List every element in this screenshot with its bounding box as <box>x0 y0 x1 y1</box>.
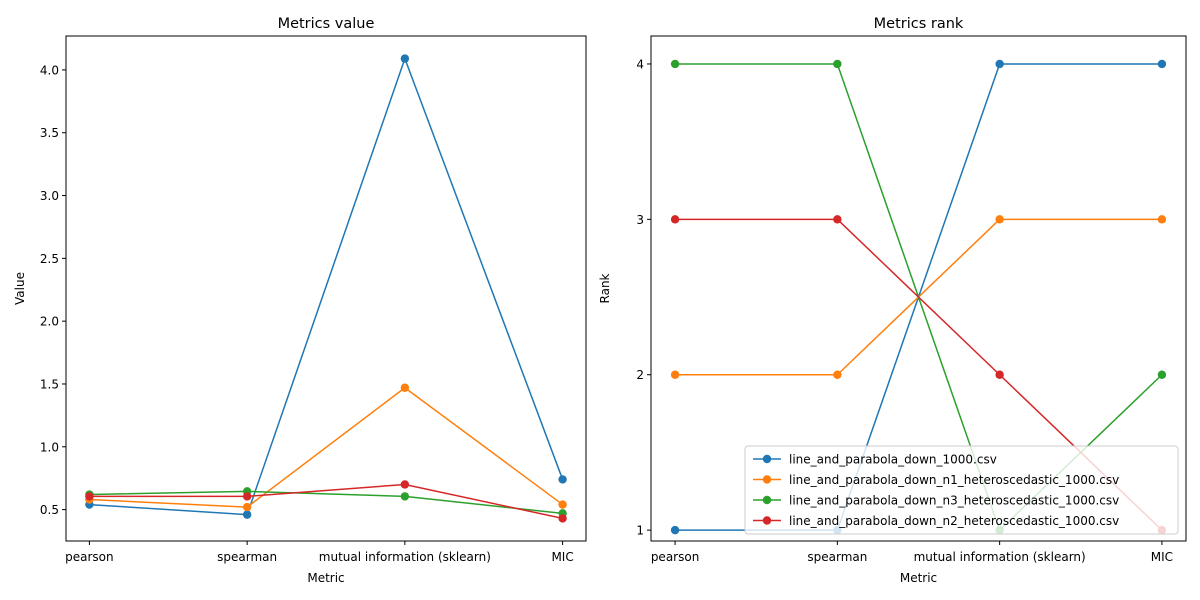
data-point <box>400 383 410 392</box>
data-point <box>1157 215 1167 224</box>
data-point <box>1157 370 1167 379</box>
data-point <box>242 502 252 512</box>
y-tick-label: 1.0 <box>40 440 59 454</box>
x-tick-label: pearson <box>65 550 114 564</box>
axes-frame <box>65 35 587 542</box>
y-tick-label: 2.5 <box>40 252 59 266</box>
y-tick-label: 4.0 <box>40 63 59 77</box>
data-point <box>242 510 252 519</box>
data-point <box>558 475 567 484</box>
y-tick-label: 1 <box>636 524 644 538</box>
y-tick-label: 2.0 <box>40 315 59 329</box>
legend-marker <box>762 454 772 464</box>
data-point <box>1157 59 1167 69</box>
legend-label: line_and_parabola_down_n1_heteroscedasti… <box>789 473 1119 487</box>
x-tick-label: mutual information (sklearn) <box>319 550 491 564</box>
data-point <box>400 480 410 489</box>
legend-marker <box>762 495 772 505</box>
data-point <box>670 215 680 224</box>
data-point <box>995 370 1004 379</box>
data-point <box>995 215 1004 224</box>
y-tick-label: 0.5 <box>40 503 59 517</box>
y-tick-label: 3.0 <box>40 189 59 203</box>
y-axis-label: Rank <box>598 273 612 303</box>
data-point <box>85 492 94 501</box>
data-point <box>558 500 567 509</box>
x-tick-label: spearman <box>807 550 867 564</box>
data-point <box>400 492 410 501</box>
legend-label: line_and_parabola_down_n2_heteroscedasti… <box>789 514 1119 528</box>
y-axis-label: Value <box>13 272 27 305</box>
series-line-1 <box>89 57 564 516</box>
legend: line_and_parabola_down_1000.csv line_and_… <box>744 445 1179 535</box>
legend-marker <box>762 516 772 525</box>
data-point <box>400 54 410 63</box>
y-tick-label: 3.5 <box>40 126 59 140</box>
x-tick-label: MIC <box>551 550 573 564</box>
y-tick-label: 2 <box>636 368 644 382</box>
x-axis-label: Metric <box>307 571 344 585</box>
chart-title: Metrics rank <box>874 16 964 32</box>
data-point <box>670 525 680 535</box>
data-point <box>670 59 680 69</box>
x-tick-label: MIC <box>1151 550 1173 564</box>
data-point <box>242 492 252 501</box>
y-tick-label: 3 <box>636 213 644 227</box>
chart-panel-2: Metrics rank 1 2 3 4 pearson spearman mutual in… <box>598 16 1187 585</box>
series-line-2 <box>89 386 564 508</box>
data-point <box>558 514 567 523</box>
axes-frame <box>650 35 1187 542</box>
data-point <box>670 370 680 379</box>
data-point <box>995 59 1004 69</box>
x-axis-label: Metric <box>900 571 937 585</box>
series-line-4 <box>89 483 563 520</box>
data-point <box>833 370 842 379</box>
y-tick-label: 1.5 <box>40 377 59 391</box>
y-tick-label: 4 <box>636 57 644 71</box>
legend-label: line_and_parabola_down_1000.csv <box>789 453 997 467</box>
chart-title: Metrics value <box>278 16 375 32</box>
data-point <box>833 215 842 224</box>
x-tick-label: spearman <box>217 550 277 564</box>
legend-marker <box>762 475 772 484</box>
x-tick-label: mutual information (sklearn) <box>914 550 1086 564</box>
legend-label: line_and_parabola_down_n3_heteroscedasti… <box>789 494 1119 508</box>
data-point <box>833 59 842 69</box>
chart-panel-1: Metrics value 0.5 1.0 1.5 2.0 2.5 3.0 3.5 4.0 pea… <box>13 16 587 585</box>
series-line-3 <box>89 490 563 515</box>
legend-box <box>744 445 1179 535</box>
x-tick-label: pearson <box>651 550 700 564</box>
